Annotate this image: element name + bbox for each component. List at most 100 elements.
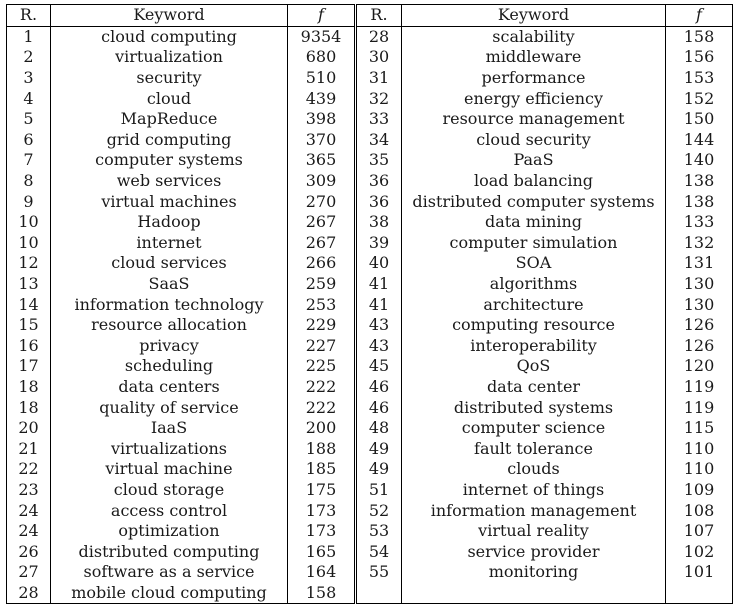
frequency-cell: 227 xyxy=(305,335,337,355)
frequency-cell: 140 xyxy=(665,150,733,171)
rank-cell: 43 xyxy=(354,335,402,357)
keyword-cell: virtualization xyxy=(50,47,288,68)
rank-cell: 13 xyxy=(6,273,51,295)
rank-cell: 22 xyxy=(6,459,51,480)
table-row: 20 IaaS 200 48 computer science 115 xyxy=(6,417,733,439)
frequency-cell: 267 xyxy=(305,232,337,252)
rank-cell xyxy=(354,582,402,604)
table-row: 12 cloud services 266 40 SOA 131 xyxy=(6,253,733,274)
keyword-cell: energy efficiency xyxy=(401,88,666,109)
keyword-cell: performance xyxy=(401,67,666,89)
table-row: 10 Hadoop 267 38 data mining 133 xyxy=(6,211,733,233)
rank-cell: 28 xyxy=(354,26,402,48)
rank-cell: 21 xyxy=(6,438,51,460)
rank-cell: 52 xyxy=(354,500,402,521)
rank-cell: 36 xyxy=(354,170,402,192)
rank-cell: 27 xyxy=(6,562,51,583)
keyword-cell: computer simulation xyxy=(401,232,666,254)
keyword-cell: software as a service xyxy=(50,562,288,583)
frequency-cell: 253 xyxy=(305,294,337,314)
rank-cell: 17 xyxy=(6,356,51,377)
keyword-cell: information management xyxy=(401,500,666,521)
keyword-cell: distributed systems xyxy=(401,397,666,418)
keyword-header-left: Keyword xyxy=(50,4,288,27)
rank-cell: 49 xyxy=(354,459,402,480)
frequency-cell: 138 xyxy=(665,170,733,192)
table-body: 1 cloud computing 9354 28 scalability 158 2 vir… xyxy=(6,26,733,604)
frequency-cell: 267 xyxy=(305,212,337,232)
rank-cell: 4 xyxy=(6,88,51,109)
table-row: 4 cloud 439 32 energy efficiency 152 xyxy=(6,88,733,109)
frequency-cell: 138 xyxy=(665,191,733,212)
rank-cell: 39 xyxy=(354,232,402,254)
frequency-cell: 131 xyxy=(665,253,733,274)
table-row: 8 web services 309 36 load balancing 138 xyxy=(6,170,733,192)
rank-cell: 33 xyxy=(354,108,402,130)
keyword-cell: data centers xyxy=(50,376,288,398)
frequency-cell: 101 xyxy=(665,562,733,583)
rank-cell: 5 xyxy=(6,108,51,130)
frequency-cell: 165 xyxy=(305,541,337,561)
rank-cell: 30 xyxy=(354,47,402,68)
rank-cell: 43 xyxy=(354,314,402,336)
table-row: 27 software as a service 164 55 monitoring 10… xyxy=(6,562,733,583)
rank-cell: 16 xyxy=(6,335,51,357)
rank-cell: 12 xyxy=(6,253,51,274)
keyword-cell: monitoring xyxy=(401,562,666,583)
rank-cell: 53 xyxy=(354,520,402,542)
frequency-cell: 119 xyxy=(665,376,733,398)
keyword-cell: IaaS xyxy=(50,417,288,439)
frequency-cell: 173 xyxy=(305,521,337,541)
table-row: 15 resource allocation 229 43 computing reso… xyxy=(6,314,733,336)
rank-cell: 9 xyxy=(6,191,51,212)
frequency-cell: 270 xyxy=(305,191,337,211)
frequency-cell: 309 xyxy=(305,171,337,191)
rank-cell: 24 xyxy=(6,500,51,521)
frequency-cell: 9354 xyxy=(300,26,342,46)
keyword-cell: SOA xyxy=(401,253,666,274)
keyword-cell: algorithms xyxy=(401,273,666,295)
table-row: 1 cloud computing 9354 28 scalability 158 xyxy=(6,26,733,48)
keyword-cell: load balancing xyxy=(401,170,666,192)
keyword-cell: virtual reality xyxy=(401,520,666,542)
rank-cell: 20 xyxy=(6,417,51,439)
frequency-cell: 164 xyxy=(305,562,337,582)
rank-cell: 7 xyxy=(6,150,51,171)
keyword-cell: Hadoop xyxy=(50,211,288,233)
keyword-cell: privacy xyxy=(50,335,288,357)
frequency-cell: 439 xyxy=(305,88,337,108)
rank-cell: 54 xyxy=(354,541,402,563)
frequency-cell: 259 xyxy=(305,274,337,294)
keyword-cell: interoperability xyxy=(401,335,666,357)
keyword-cell: cloud security xyxy=(401,129,666,151)
table-row: 18 data centers 222 46 data center 119 xyxy=(6,376,733,398)
frequency-cell: 175 xyxy=(305,479,337,499)
table-row: 7 computer systems 365 35 PaaS 140 xyxy=(6,150,733,171)
keyword-cell: QoS xyxy=(401,356,666,377)
header-row: R. Keyword f R. Keyword f xyxy=(6,4,733,27)
keyword-header-right: Keyword xyxy=(401,4,666,27)
rank-cell: 18 xyxy=(6,376,51,398)
rank-cell: 6 xyxy=(6,129,51,151)
keyword-cell: cloud xyxy=(50,88,288,109)
rank-cell: 45 xyxy=(354,356,402,377)
keyword-cell: optimization xyxy=(50,520,288,542)
rank-cell: 48 xyxy=(354,417,402,439)
rank-cell: 35 xyxy=(354,150,402,171)
keyword-cell: data center xyxy=(401,376,666,398)
frequency-cell: 120 xyxy=(665,356,733,377)
table-row: 6 grid computing 370 34 cloud security 144 xyxy=(6,129,733,151)
table-row: 24 optimization 173 53 virtual reality 107 xyxy=(6,520,733,542)
keyword-cell: virtualizations xyxy=(50,438,288,460)
frequency-cell: 126 xyxy=(665,335,733,357)
rank-cell: 36 xyxy=(354,191,402,212)
keyword-cell: computer systems xyxy=(50,150,288,171)
frequency-cell: 115 xyxy=(665,417,733,439)
frequency-cell: 110 xyxy=(665,459,733,480)
keyword-cell: distributed computing xyxy=(50,541,288,563)
frequency-cell: 398 xyxy=(305,109,337,129)
keyword-cell: resource management xyxy=(401,108,666,130)
rank-cell: 51 xyxy=(354,479,402,501)
frequency-cell: 680 xyxy=(305,47,337,67)
frequency-cell: 156 xyxy=(665,47,733,68)
